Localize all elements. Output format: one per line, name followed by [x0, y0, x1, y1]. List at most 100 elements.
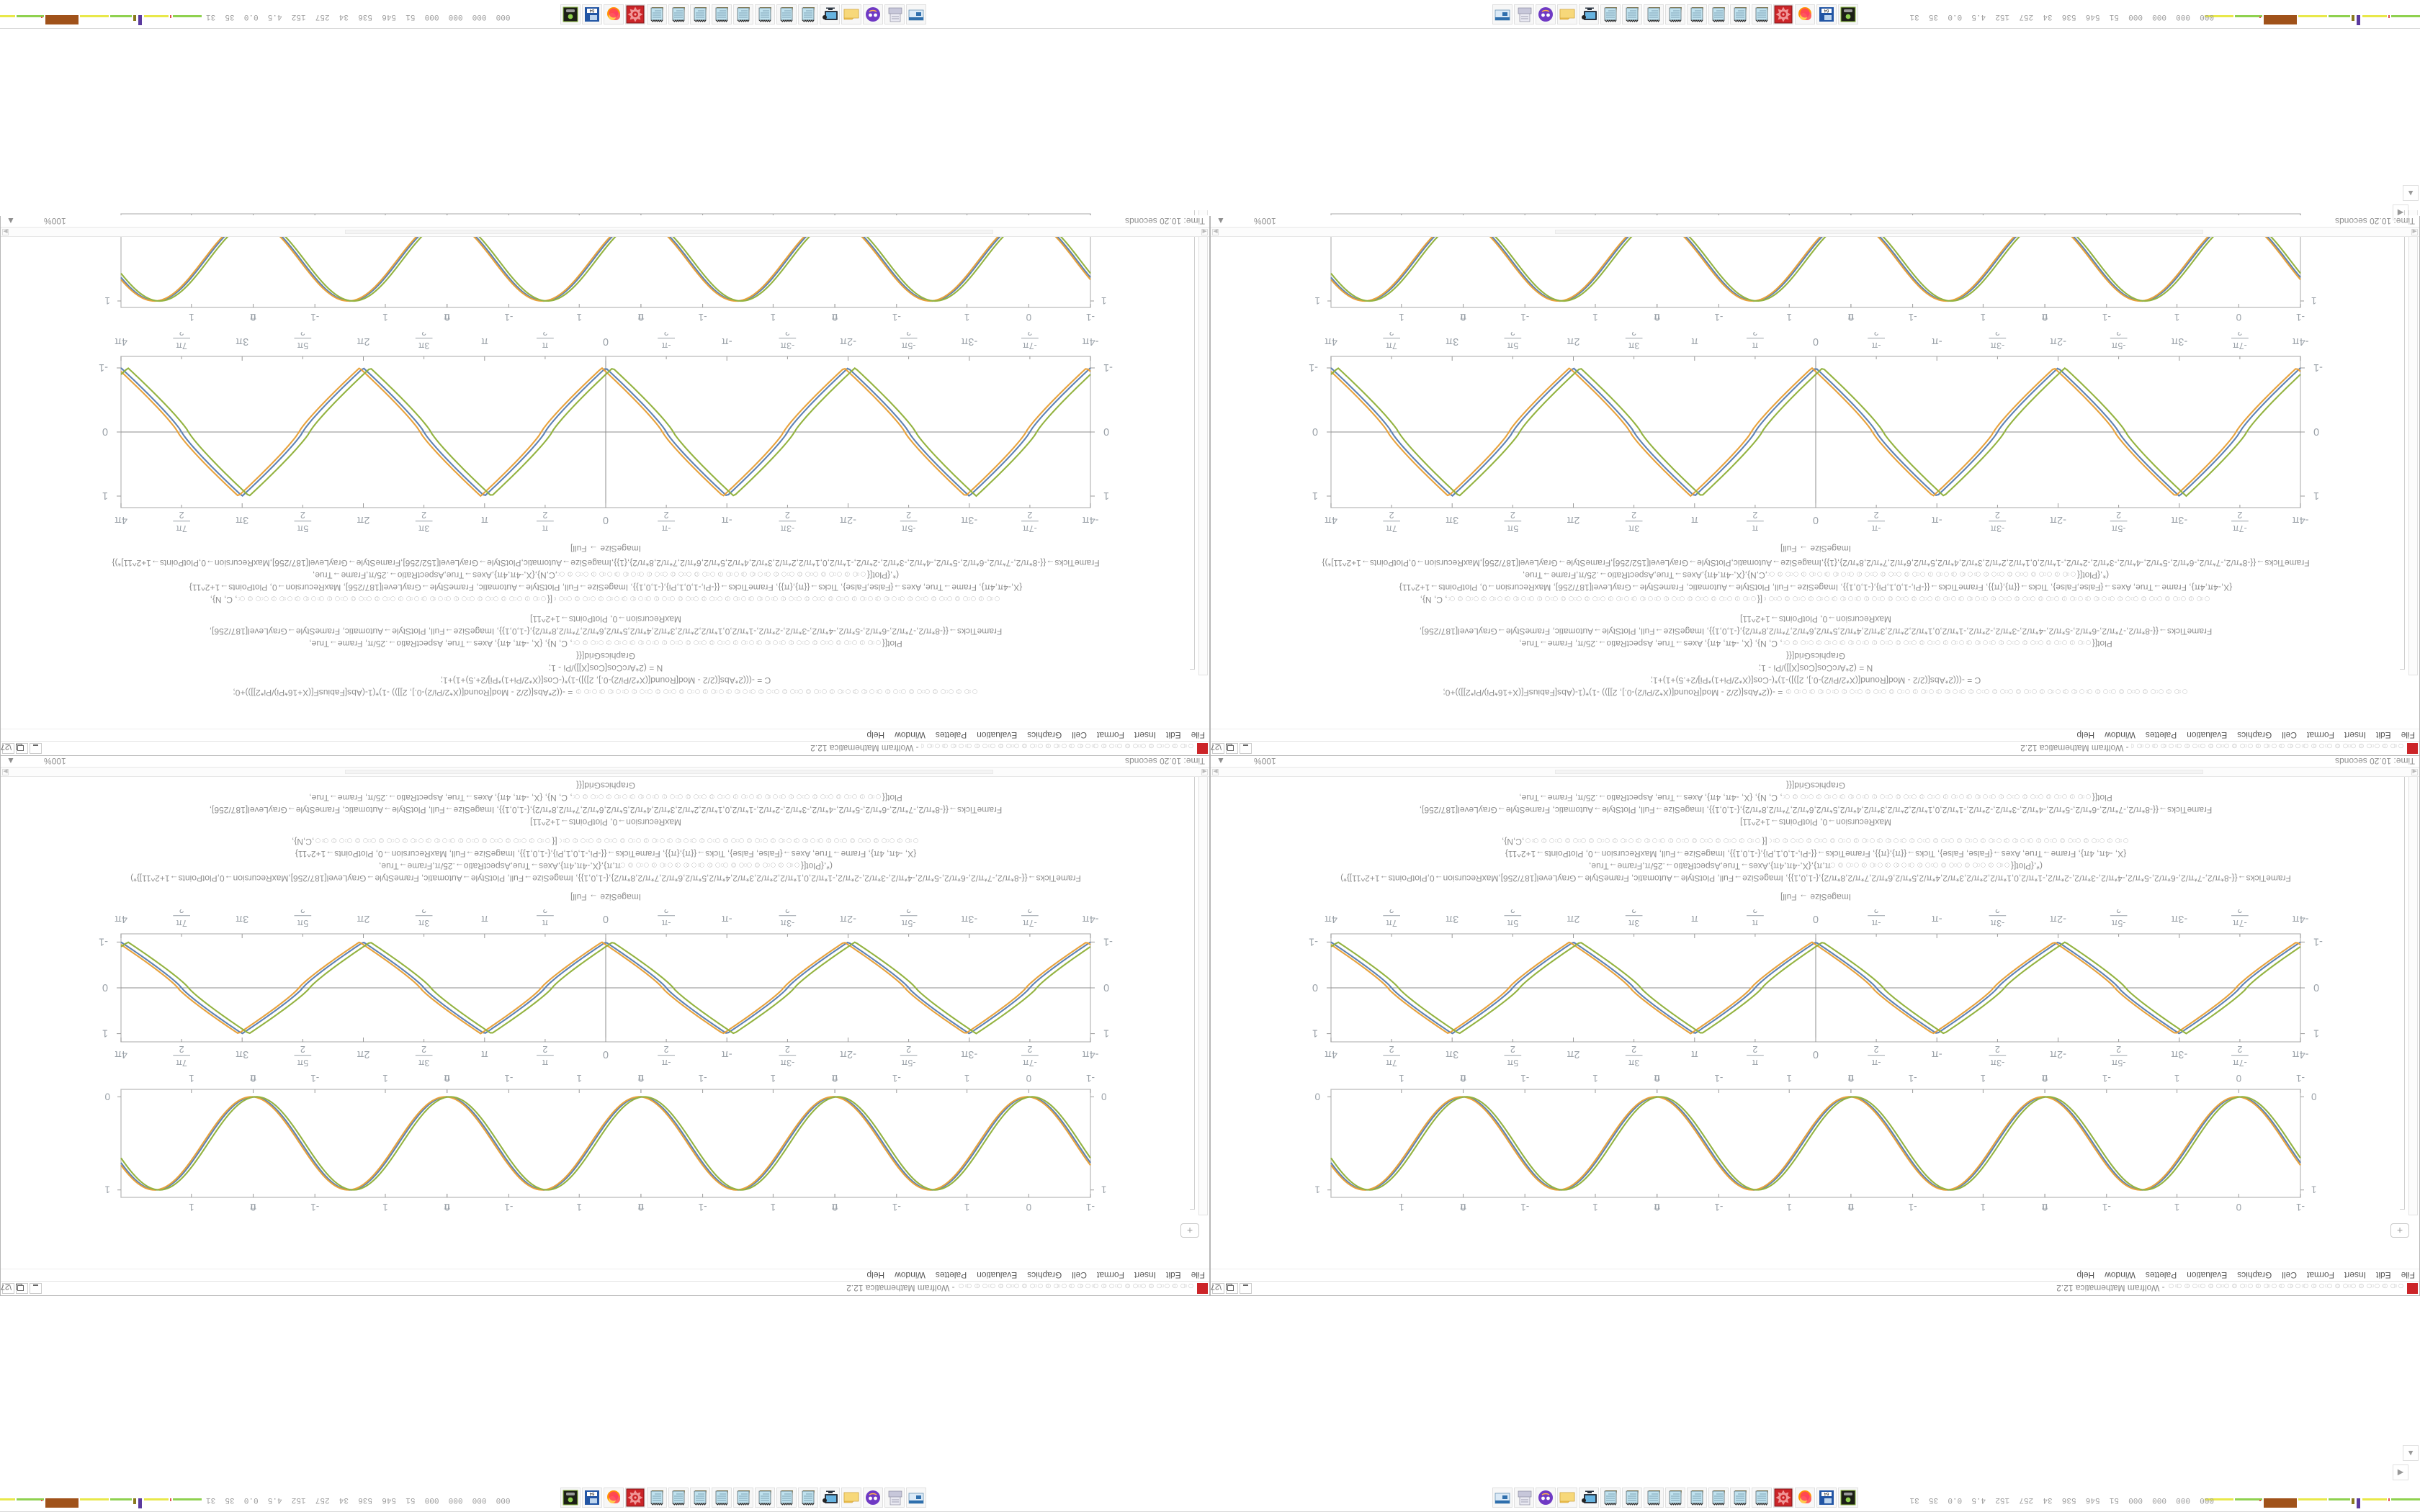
svg-text:0: 0	[603, 514, 609, 526]
svg-text:-1: -1	[1714, 312, 1723, 323]
svg-text:-4π: -4π	[1083, 336, 1099, 347]
svg-text:4π: 4π	[1325, 336, 1337, 347]
svg-text:1: 1	[2313, 490, 2319, 501]
svg-text:0: 0	[2236, 1202, 2242, 1212]
svg-text:-1: -1	[99, 935, 108, 947]
svg-text:5π: 5π	[1507, 1058, 1518, 1066]
svg-text:2π: 2π	[1567, 336, 1579, 347]
svg-text:3π: 3π	[418, 1058, 429, 1066]
svg-text:2: 2	[1389, 909, 1394, 914]
svg-text:5π: 5π	[1507, 523, 1518, 532]
svg-text:-1: -1	[1909, 1073, 1917, 1084]
svg-text:5π: 5π	[297, 523, 308, 532]
svg-text:0: 0	[1026, 1202, 1032, 1212]
svg-text:5π: 5π	[297, 1058, 308, 1066]
svg-text:0: 0	[1461, 312, 1466, 323]
svg-text:2: 2	[1874, 909, 1879, 914]
svg-text:1: 1	[1399, 312, 1404, 323]
svg-text:1: 1	[382, 312, 388, 323]
svg-text:0: 0	[603, 1048, 609, 1060]
svg-text:3π: 3π	[1628, 1058, 1639, 1066]
svg-text:0: 0	[2236, 312, 2242, 323]
svg-text:0: 0	[2236, 1073, 2242, 1084]
svg-text:2: 2	[1631, 1044, 1636, 1054]
svg-text:-3π: -3π	[961, 913, 977, 924]
svg-text:0: 0	[603, 336, 609, 347]
svg-text:2π: 2π	[1567, 1048, 1579, 1060]
svg-text:2: 2	[785, 1044, 790, 1054]
svg-text:0: 0	[832, 312, 838, 323]
svg-text:-4π: -4π	[1083, 1048, 1099, 1060]
svg-text:-π: -π	[722, 336, 732, 347]
svg-text:0: 0	[2313, 981, 2319, 993]
svg-text:π: π	[1691, 514, 1698, 526]
svg-text:1: 1	[771, 1073, 776, 1084]
svg-text:3π: 3π	[1628, 918, 1639, 928]
svg-text:2: 2	[664, 510, 669, 520]
svg-text:π: π	[542, 1058, 548, 1066]
svg-text:0: 0	[638, 1202, 644, 1212]
svg-text:-π: -π	[1932, 336, 1942, 347]
svg-text:2: 2	[179, 1044, 184, 1054]
svg-text:-3π: -3π	[1990, 1058, 2004, 1066]
svg-text:2: 2	[542, 332, 547, 337]
svg-text:-1: -1	[892, 1073, 901, 1084]
svg-text:1: 1	[1786, 312, 1792, 323]
svg-text:0: 0	[1026, 312, 1032, 323]
svg-text:1: 1	[1103, 1027, 1109, 1039]
svg-text:2π: 2π	[357, 1048, 369, 1060]
svg-text:-1: -1	[2296, 1202, 2305, 1212]
svg-text:π: π	[542, 341, 548, 351]
svg-text:1: 1	[1314, 1184, 1320, 1195]
svg-text:-3π: -3π	[961, 336, 977, 347]
svg-text:2: 2	[179, 510, 184, 520]
svg-text:7π: 7π	[176, 523, 187, 532]
svg-text:-4π: -4π	[1083, 913, 1099, 924]
svg-text:2: 2	[1631, 332, 1636, 337]
svg-text:3π: 3π	[1446, 1048, 1458, 1060]
svg-text:1: 1	[771, 312, 776, 323]
svg-text:-5π: -5π	[901, 341, 915, 351]
svg-text:-3π: -3π	[961, 514, 977, 526]
svg-text:2: 2	[1995, 1044, 2000, 1054]
svg-text:-1: -1	[2296, 1073, 2305, 1084]
svg-text:1: 1	[576, 1073, 582, 1084]
svg-text:-π: -π	[722, 913, 732, 924]
svg-text:π: π	[481, 1048, 488, 1060]
svg-text:2: 2	[300, 909, 305, 914]
svg-text:-1: -1	[892, 312, 901, 323]
svg-text:-2π: -2π	[2050, 913, 2066, 924]
svg-text:0: 0	[251, 1202, 256, 1212]
svg-text:4π: 4π	[1325, 1048, 1337, 1060]
svg-text:0: 0	[1026, 1073, 1032, 1084]
svg-text:-3π: -3π	[780, 1058, 794, 1066]
svg-text:-1: -1	[1086, 312, 1095, 323]
svg-text:-π: -π	[1871, 341, 1881, 351]
svg-text:π: π	[1752, 918, 1758, 928]
svg-text:-π: -π	[722, 514, 732, 526]
svg-text:0: 0	[832, 1202, 838, 1212]
svg-text:2: 2	[2237, 332, 2242, 337]
svg-text:-1: -1	[1520, 1073, 1529, 1084]
svg-text:2: 2	[1027, 510, 1032, 520]
svg-text:2: 2	[1874, 332, 1879, 337]
svg-text:-1: -1	[1103, 935, 1113, 947]
svg-text:3π: 3π	[1446, 336, 1458, 347]
svg-text:1: 1	[1101, 295, 1107, 306]
svg-text:2: 2	[1874, 1044, 1879, 1054]
svg-text:-1: -1	[699, 1202, 707, 1212]
svg-text:-4π: -4π	[2293, 1048, 2309, 1060]
svg-text:π: π	[542, 918, 548, 928]
svg-text:1: 1	[1312, 1027, 1318, 1039]
svg-text:π: π	[481, 913, 488, 924]
svg-text:2: 2	[2116, 332, 2121, 337]
svg-text:1: 1	[576, 312, 582, 323]
svg-text:-1: -1	[2296, 312, 2305, 323]
svg-text:0: 0	[251, 1073, 256, 1084]
svg-text:-1: -1	[1309, 361, 1318, 373]
svg-text:-3π: -3π	[2171, 913, 2187, 924]
svg-text:1: 1	[1103, 490, 1109, 501]
svg-text:7π: 7π	[1386, 523, 1397, 532]
svg-text:-π: -π	[1871, 523, 1881, 532]
svg-text:0: 0	[1813, 913, 1819, 924]
